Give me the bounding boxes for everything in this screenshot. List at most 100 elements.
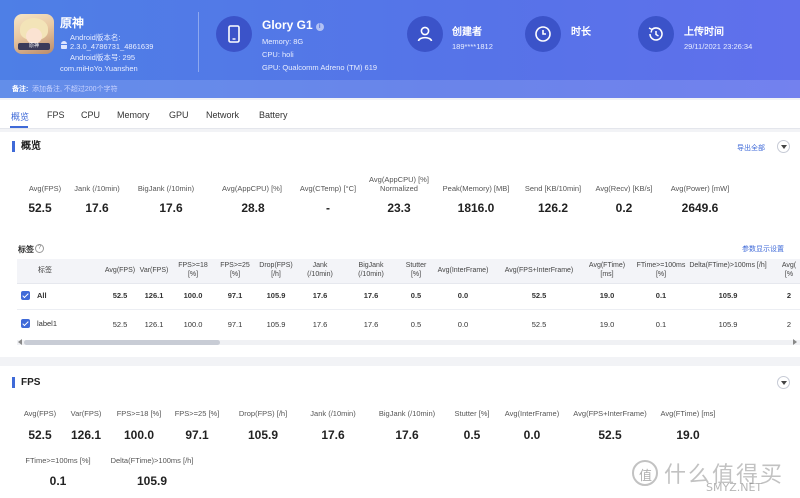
stat-value: 0.1	[49, 474, 67, 488]
duration-label: 时长	[571, 27, 591, 38]
table-header-cell: Avg( [%	[781, 262, 797, 278]
tab-gpu[interactable]: GPU	[169, 110, 189, 120]
upload-value: 29/11/2021 23:26:34	[684, 42, 753, 51]
table-header-cell: BigJank (/10min)	[358, 262, 384, 278]
note-bar	[0, 80, 800, 98]
watermark-logo	[632, 460, 658, 486]
device-memory: Memory: 8G	[262, 37, 304, 46]
table-header	[17, 259, 800, 284]
user-icon	[407, 16, 443, 52]
stat-value: 0.2	[615, 201, 633, 215]
table-header-cell: Drop(FPS) [/h]	[259, 262, 293, 278]
tab-fps[interactable]: FPS	[47, 110, 65, 120]
table-cell: 0.5	[410, 291, 422, 300]
table-header-cell: Jank (/10min)	[307, 262, 333, 278]
table-cell: 2	[786, 291, 792, 300]
table-scrollbar-track[interactable]	[17, 340, 800, 345]
overview-collapse-button[interactable]	[777, 140, 790, 153]
row-checkbox[interactable]	[21, 319, 30, 328]
stat-label: Avg(FPS)	[23, 409, 57, 418]
table-cell: 105.9	[266, 320, 286, 329]
stat-label: FPS>=18 [%]	[116, 409, 162, 418]
table-cell: 52.5	[531, 320, 547, 329]
table-cell: 17.6	[312, 291, 328, 300]
table-cell: 0.0	[457, 320, 469, 329]
stat-value: 17.6	[159, 201, 183, 215]
stat-label: Drop(FPS) [/h]	[238, 409, 288, 418]
note-input[interactable]: 添加备注, 不超过200个字符	[32, 86, 118, 93]
tab-cpu[interactable]: CPU	[81, 110, 101, 120]
stat-label: Avg(FPS+InterFrame)	[573, 409, 647, 418]
table-header-cell: Delta(FTime)>100ms [/h]	[689, 262, 767, 269]
app-version-name: 2.3.0_4786731_4861639	[70, 42, 154, 51]
table-cell: 2	[786, 320, 792, 329]
table-scrollbar-thumb[interactable]	[24, 340, 220, 345]
app-version-name-label: Android版本名:	[70, 33, 121, 42]
help-icon[interactable]: ?	[35, 244, 44, 253]
tab-battery[interactable]: Battery	[259, 110, 288, 120]
table-cell: 126.1	[144, 291, 164, 300]
app-name: 原神	[60, 16, 85, 30]
table-header-cell: Var(FPS)	[139, 267, 169, 274]
tab-overview[interactable]: 概览	[11, 112, 30, 122]
phone-icon	[216, 16, 252, 52]
report-header: 原神 原神 Android版本名: 2.3.0_4786731_4861639 …	[0, 0, 800, 98]
export-all-link[interactable]: 导出全部	[737, 145, 765, 152]
table-cell: 17.6	[363, 291, 379, 300]
table-cell: 105.9	[718, 320, 738, 329]
table-cell: 100.0	[183, 320, 203, 329]
fps-card	[0, 366, 800, 498]
table-cell: 17.6	[363, 320, 379, 329]
stat-value: 52.5	[28, 201, 52, 215]
row-label: All	[37, 291, 47, 300]
stat-label: Avg(InterFrame)	[504, 409, 560, 418]
fps-title: FPS	[12, 377, 40, 388]
scroll-left-arrow[interactable]	[18, 339, 22, 345]
stat-value: 97.1	[185, 428, 209, 442]
stat-label: Stutter [%]	[454, 409, 490, 418]
table-header-cell: FPS>=18 [%]	[178, 262, 208, 278]
device-cpu: CPU: holi	[262, 50, 294, 59]
android-icon	[60, 41, 68, 49]
stat-value: 0.0	[523, 428, 541, 442]
stat-value: 17.6	[85, 201, 109, 215]
table-header-cell: FTime>=100ms [%]	[636, 262, 686, 278]
table-cell: 105.9	[266, 291, 286, 300]
stat-value: -	[326, 201, 330, 215]
param-settings-link[interactable]: 参数显示设置	[742, 246, 784, 253]
stat-value: 52.5	[28, 428, 52, 442]
stat-value: 52.5	[598, 428, 622, 442]
app-package: com.miHoYo.Yuanshen	[60, 64, 138, 73]
scroll-right-arrow[interactable]	[793, 339, 797, 345]
stat-label: Avg(FTime) [ms]	[660, 409, 716, 418]
table-cell: 0.0	[457, 291, 469, 300]
stat-value: 19.0	[676, 428, 700, 442]
device-gpu: GPU: Qualcomm Adreno (TM) 619	[262, 63, 378, 72]
stat-label: FPS>=25 [%]	[174, 409, 220, 418]
header-divider	[198, 12, 199, 72]
table-cell: 52.5	[112, 291, 128, 300]
tab-network[interactable]: Network	[206, 110, 240, 120]
tab-memory[interactable]: Memory	[117, 110, 150, 120]
stat-label: Avg(CTemp) [°C]	[299, 184, 357, 193]
info-icon[interactable]: i	[315, 23, 324, 31]
table-cell: 126.1	[144, 320, 164, 329]
fps-collapse-button[interactable]	[777, 376, 790, 389]
table-cell: 0.5	[410, 320, 422, 329]
row-divider	[17, 309, 800, 310]
creator-label: 创建者	[452, 27, 482, 38]
stat-value: 105.9	[247, 428, 279, 442]
stat-label: Avg(Recv) [KB/s]	[595, 184, 653, 193]
stat-value: 23.3	[387, 201, 411, 215]
stat-value: 0.5	[463, 428, 481, 442]
stat-label: Send [KB/10min]	[524, 184, 582, 193]
row-checkbox[interactable]	[21, 291, 30, 300]
table-header-cell: Avg(FPS)	[104, 267, 136, 274]
stat-label: Avg(FPS)	[28, 184, 62, 193]
stat-label: Jank (/10min)	[74, 184, 120, 193]
table-header-cell: 标签	[38, 267, 52, 274]
stat-label: Avg(AppCPU) [%]	[222, 184, 282, 193]
stat-label: Avg(AppCPU) [%] Normalized	[369, 175, 429, 193]
table-cell: 52.5	[112, 320, 128, 329]
table-header-cell: Avg(FTime) [ms]	[588, 262, 626, 278]
